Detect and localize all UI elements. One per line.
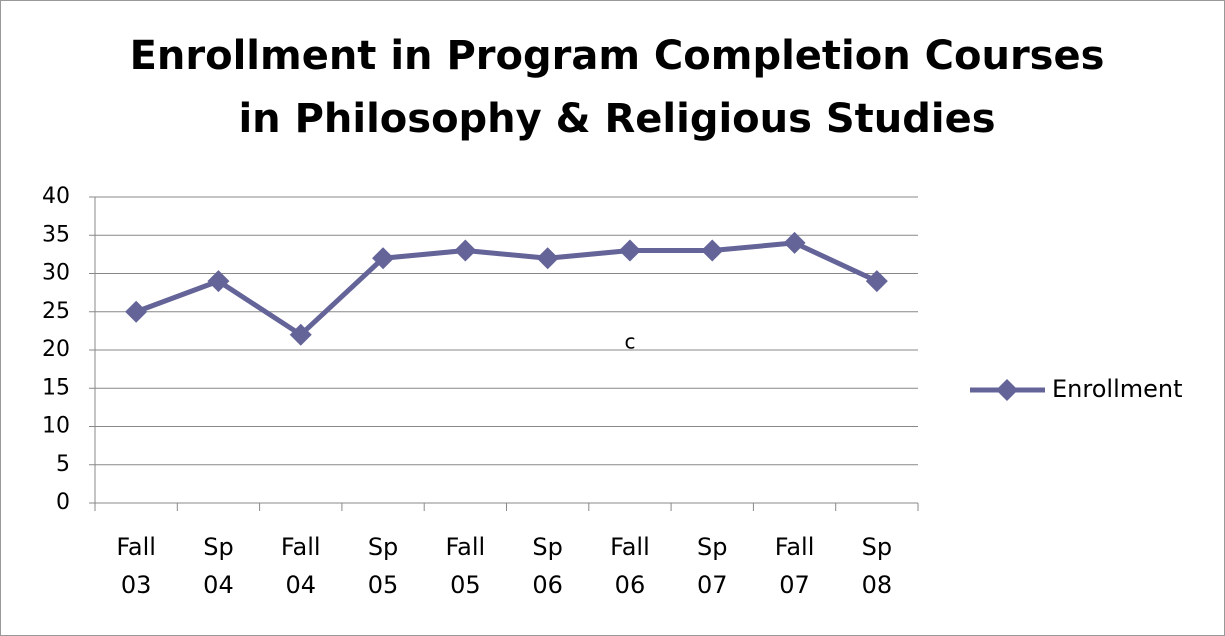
y-tick-label: 25: [42, 299, 70, 324]
x-tick-label-line: 07: [697, 571, 728, 599]
chart-title: Enrollment in Program Completion Courses: [130, 33, 1105, 79]
x-tick-label: Fall 04: [281, 533, 321, 599]
x-tick-label: Fall 05: [446, 533, 486, 599]
data-point: [125, 300, 148, 323]
x-tick-label-line: 08: [862, 571, 893, 599]
x-tick-label: Fall 03: [116, 533, 156, 599]
y-tick-label: 5: [56, 452, 70, 477]
data-point: [289, 323, 312, 346]
x-tick-label: Sp 05: [368, 533, 399, 599]
legend-marker: [996, 379, 1018, 401]
x-tick-label-line: 04: [285, 571, 316, 599]
x-tick-label: Sp 08: [862, 533, 893, 599]
x-tick-label-line: Sp: [203, 533, 233, 561]
y-tick-label: 20: [42, 337, 70, 362]
y-tick-label: 35: [42, 222, 70, 247]
data-point: [207, 270, 230, 293]
x-tick-label-line: Fall: [446, 533, 486, 561]
x-tick-label-line: Sp: [368, 533, 398, 561]
x-tick-label-line: 06: [615, 571, 646, 599]
x-tick-label-line: 04: [203, 571, 234, 599]
x-tick-label-line: Fall: [610, 533, 650, 561]
x-tick-label-line: Fall: [775, 533, 815, 561]
x-tick-label-line: 06: [532, 571, 563, 599]
x-tick-label-line: Sp: [532, 533, 562, 561]
x-tick-label: Fall 07: [775, 533, 815, 599]
y-tick-label: 0: [56, 490, 70, 515]
data-point: [454, 239, 477, 262]
x-tick-label-line: Fall: [281, 533, 321, 561]
series-line: [135, 240, 878, 338]
y-tick-label: 40: [42, 184, 70, 209]
legend-label: Enrollment: [1052, 375, 1183, 403]
data-point: [372, 247, 395, 270]
x-tick-label-line: Sp: [697, 533, 727, 561]
data-point: [783, 231, 806, 254]
data-point: [865, 270, 888, 293]
y-tick-label: 15: [42, 375, 70, 400]
x-tick-label: Sp 07: [697, 533, 728, 599]
x-tick-label-line: 05: [450, 571, 481, 599]
x-tick-label-line: Fall: [116, 533, 156, 561]
y-tick-label: 30: [42, 261, 70, 286]
x-tick-label: Fall 06: [610, 533, 650, 599]
annotation: c: [625, 330, 636, 354]
data-point: [618, 239, 641, 262]
x-tick-label-line: 07: [779, 571, 810, 599]
y-tick-label: 10: [42, 414, 70, 439]
x-tick-label-line: Sp: [862, 533, 892, 561]
chart-title: in Philosophy & Religious Studies: [238, 96, 995, 142]
x-tick-label: Sp 06: [532, 533, 563, 599]
data-point: [701, 239, 724, 262]
x-tick-label-line: 05: [368, 571, 399, 599]
data-point: [536, 247, 559, 270]
x-tick-label: Sp 04: [203, 533, 234, 599]
x-tick-label-line: 03: [121, 571, 152, 599]
